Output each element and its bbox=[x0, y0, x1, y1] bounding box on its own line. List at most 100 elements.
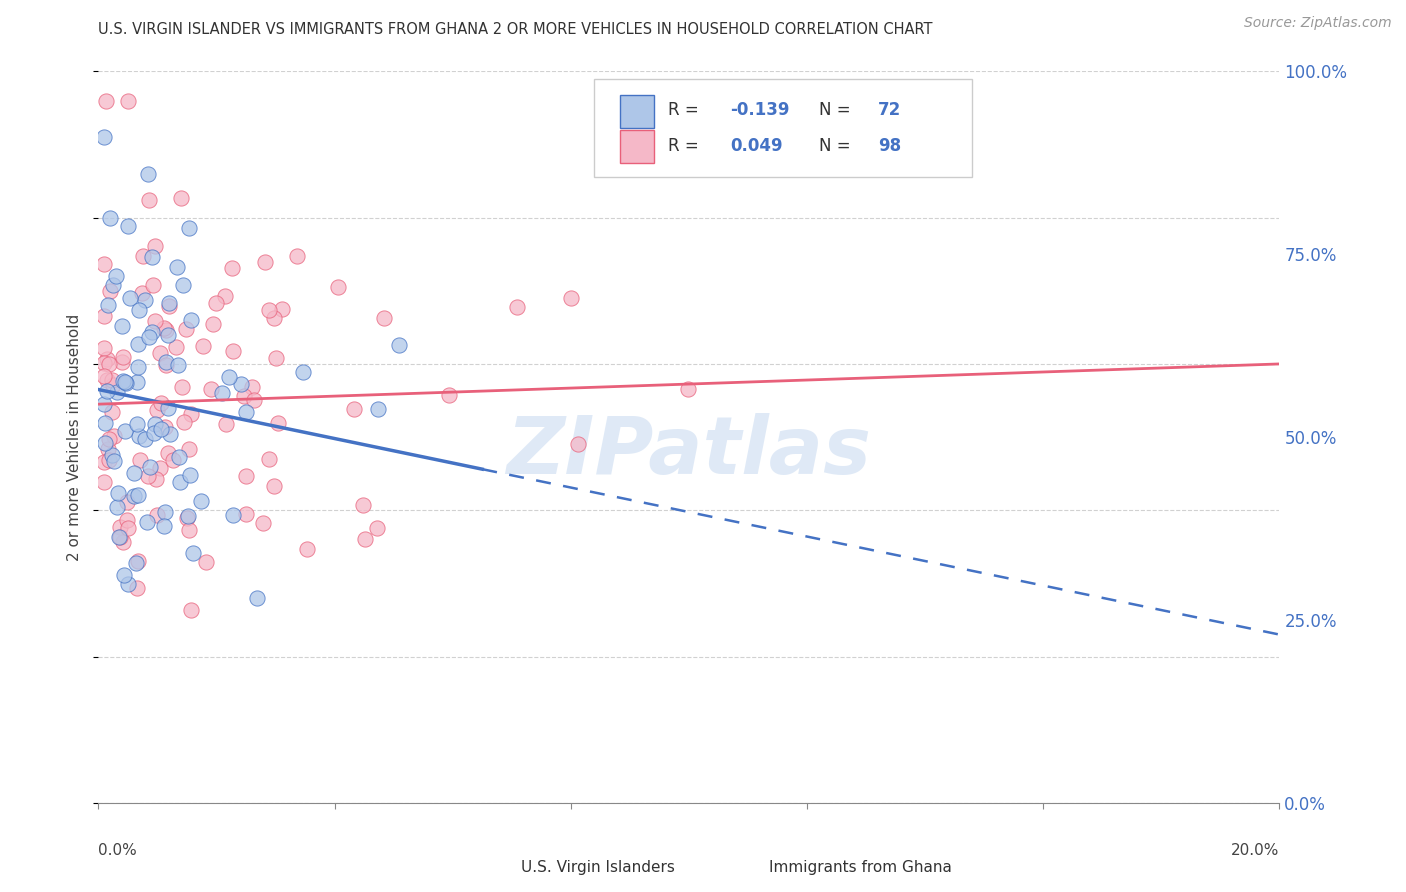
Point bbox=[190, 493, 212, 508]
Point bbox=[103, 454, 125, 468]
Point bbox=[153, 518, 176, 533]
Point bbox=[112, 374, 135, 388]
Point bbox=[97, 442, 120, 456]
Point bbox=[263, 479, 285, 493]
Point bbox=[93, 475, 115, 490]
Text: N =: N = bbox=[818, 137, 856, 155]
Y-axis label: 2 or more Vehicles in Household: 2 or more Vehicles in Household bbox=[67, 313, 83, 561]
Point bbox=[108, 530, 131, 544]
Text: R =: R = bbox=[668, 137, 703, 155]
Point bbox=[353, 532, 375, 546]
Text: N =: N = bbox=[818, 101, 856, 120]
Point bbox=[143, 425, 166, 440]
Point bbox=[98, 452, 121, 467]
Point bbox=[183, 545, 205, 559]
Point bbox=[120, 291, 142, 305]
Point bbox=[676, 382, 699, 396]
Point bbox=[93, 397, 115, 411]
Text: -0.139: -0.139 bbox=[730, 101, 790, 120]
FancyBboxPatch shape bbox=[595, 78, 973, 178]
Point bbox=[110, 530, 132, 544]
Point bbox=[257, 302, 280, 317]
Point bbox=[143, 239, 166, 253]
Point bbox=[173, 415, 195, 429]
Point bbox=[177, 442, 200, 457]
Point bbox=[149, 345, 172, 359]
Point bbox=[142, 277, 165, 292]
Point bbox=[108, 520, 131, 534]
Point bbox=[96, 352, 118, 367]
Point bbox=[285, 249, 308, 263]
Point bbox=[166, 260, 188, 274]
Point bbox=[117, 494, 139, 508]
Point bbox=[112, 350, 135, 364]
Point bbox=[124, 466, 146, 480]
Point bbox=[191, 339, 214, 353]
Point bbox=[172, 278, 194, 293]
Point bbox=[157, 296, 180, 310]
Point bbox=[93, 368, 115, 383]
Point bbox=[105, 500, 128, 514]
Point bbox=[127, 553, 149, 567]
Point bbox=[97, 433, 120, 447]
Point bbox=[156, 328, 179, 343]
Point bbox=[215, 417, 238, 432]
Point bbox=[157, 299, 180, 313]
Point bbox=[117, 577, 139, 591]
Point bbox=[115, 513, 138, 527]
Point bbox=[111, 318, 134, 333]
Point bbox=[128, 302, 150, 317]
Point bbox=[141, 325, 163, 339]
Point bbox=[98, 284, 121, 298]
Point bbox=[96, 384, 118, 398]
Point bbox=[101, 378, 124, 392]
Point bbox=[264, 351, 287, 365]
Point bbox=[96, 298, 118, 312]
Point bbox=[232, 389, 254, 403]
Point bbox=[146, 508, 169, 522]
Point bbox=[254, 255, 277, 269]
Point bbox=[180, 408, 202, 422]
Point bbox=[169, 450, 191, 465]
Point bbox=[93, 130, 115, 145]
Point bbox=[218, 370, 240, 384]
Text: 0.0%: 0.0% bbox=[98, 843, 138, 858]
Point bbox=[214, 289, 236, 303]
Point bbox=[111, 534, 134, 549]
Point bbox=[127, 488, 149, 502]
Point bbox=[157, 445, 180, 459]
Point bbox=[180, 603, 202, 617]
Point bbox=[101, 405, 124, 419]
Point bbox=[105, 269, 128, 284]
Point bbox=[221, 260, 243, 275]
Point bbox=[127, 359, 149, 374]
Point bbox=[257, 451, 280, 466]
Point bbox=[149, 421, 172, 435]
Point bbox=[326, 279, 349, 293]
Point bbox=[101, 448, 124, 462]
Point bbox=[243, 392, 266, 407]
Point bbox=[112, 568, 135, 582]
Point bbox=[96, 373, 118, 387]
Point bbox=[101, 277, 124, 292]
Point bbox=[165, 340, 187, 354]
Point bbox=[176, 511, 198, 525]
Point bbox=[202, 317, 225, 331]
Point bbox=[138, 330, 160, 344]
Point bbox=[103, 429, 125, 443]
Point bbox=[169, 475, 191, 489]
Point bbox=[98, 357, 121, 371]
Point bbox=[136, 167, 159, 181]
Point bbox=[94, 416, 117, 430]
Point bbox=[204, 296, 226, 310]
FancyBboxPatch shape bbox=[477, 854, 512, 881]
Point bbox=[180, 313, 202, 327]
Point bbox=[155, 358, 177, 372]
Point bbox=[135, 515, 157, 529]
Point bbox=[93, 341, 115, 355]
Point bbox=[94, 94, 117, 108]
Point bbox=[366, 521, 388, 535]
Point bbox=[221, 508, 243, 522]
FancyBboxPatch shape bbox=[620, 130, 654, 162]
Point bbox=[200, 382, 222, 396]
